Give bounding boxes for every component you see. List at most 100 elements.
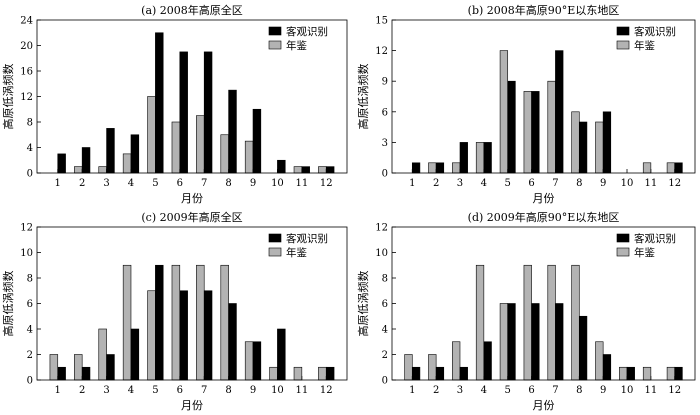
y-tick-label: 8 (27, 274, 33, 285)
x-tick-label: 3 (457, 178, 463, 189)
bar-yearbook-4 (475, 264, 485, 381)
bar-objective-5 (507, 303, 516, 381)
bar-objective-5 (507, 80, 516, 174)
x-tick-label: 1 (55, 385, 61, 396)
bar-objective-1 (57, 153, 66, 174)
bar-yearbook-3 (98, 166, 107, 174)
legend-label-objective: 客观识别 (634, 25, 676, 38)
bar-yearbook-3 (452, 162, 461, 174)
x-tick-label: 12 (668, 178, 681, 189)
y-tick-label: 0 (382, 376, 388, 387)
bar-yearbook-10 (619, 366, 628, 381)
y-tick-label: 0 (27, 169, 33, 180)
bar-objective-5 (155, 32, 164, 174)
bar-yearbook-4 (122, 264, 132, 381)
x-tick-label: 11 (644, 178, 657, 189)
x-tick-label: 9 (250, 178, 256, 189)
bar-yearbook-7 (547, 264, 556, 381)
x-tick-label: 2 (79, 385, 85, 396)
x-tick-label: 5 (505, 178, 511, 189)
x-tick-label: 6 (177, 385, 183, 396)
bar-objective-12 (674, 162, 683, 174)
x-tick-label: 11 (644, 385, 657, 396)
y-axis-label: 高原低涡频数 (1, 271, 15, 337)
bar-yearbook-8 (571, 264, 580, 381)
x-axis-label: 月份 (181, 192, 203, 205)
legend-swatch-objective (268, 233, 282, 243)
bar-objective-2 (81, 147, 91, 174)
x-tick-label: 4 (481, 385, 487, 396)
legend-swatch-objective (616, 26, 630, 36)
x-tick-label: 6 (528, 385, 534, 396)
y-tick-label: 0 (27, 376, 33, 387)
x-tick-label: 10 (271, 385, 284, 396)
y-tick-label: 12 (20, 223, 33, 234)
y-tick-label: 0 (382, 169, 388, 180)
panel-title: (c) 2009年高原全区 (141, 210, 242, 224)
bar-yearbook-12 (318, 166, 327, 174)
x-tick-label: 7 (201, 178, 207, 189)
bar-objective-5 (155, 264, 164, 381)
bar-objective-8 (228, 89, 237, 174)
bar-yearbook-10 (269, 366, 278, 381)
x-tick-label: 8 (576, 178, 582, 189)
bar-yearbook-1 (404, 354, 413, 381)
bar-objective-11 (301, 166, 310, 174)
x-tick-label: 7 (552, 385, 558, 396)
bar-objective-3 (459, 366, 468, 381)
bar-objective-1 (411, 366, 421, 381)
x-tick-label: 9 (250, 385, 256, 396)
y-tick-label: 16 (20, 67, 33, 78)
legend-swatch-yearbook (616, 40, 630, 50)
bar-yearbook-5 (147, 290, 156, 381)
panel-title: (d) 2009年高原90°E以东地区 (468, 210, 620, 224)
bar-objective-6 (531, 303, 540, 381)
bar-yearbook-12 (666, 366, 676, 381)
x-tick-label: 3 (103, 178, 109, 189)
bar-objective-6 (179, 51, 188, 174)
x-tick-label: 7 (552, 178, 558, 189)
bar-objective-4 (483, 142, 492, 174)
x-tick-label: 6 (177, 178, 183, 189)
x-tick-label: 7 (201, 385, 207, 396)
bar-yearbook-7 (547, 80, 556, 174)
bar-yearbook-3 (98, 328, 107, 381)
bar-yearbook-9 (595, 121, 604, 174)
bar-objective-9 (602, 111, 612, 174)
legend-label-yearbook: 年鉴 (634, 246, 655, 259)
bar-objective-6 (179, 290, 188, 381)
x-tick-label: 4 (128, 385, 134, 396)
bar-yearbook-2 (428, 162, 437, 174)
bar-objective-10 (626, 366, 635, 381)
legend-swatch-yearbook (268, 247, 282, 257)
bar-objective-4 (483, 341, 492, 381)
bar-objective-12 (325, 166, 335, 174)
bar-objective-2 (435, 162, 445, 174)
x-tick-label: 8 (225, 178, 231, 189)
legend-label-objective: 客观识别 (286, 25, 328, 38)
bar-yearbook-11 (293, 366, 303, 381)
x-tick-label: 10 (271, 178, 284, 189)
bar-objective-1 (411, 162, 421, 174)
bar-objective-12 (325, 366, 335, 381)
bar-objective-3 (459, 142, 468, 174)
x-tick-label: 5 (152, 385, 158, 396)
bar-yearbook-11 (642, 366, 652, 381)
bar-yearbook-2 (74, 354, 83, 381)
y-tick-label: 2 (27, 350, 33, 361)
bar-objective-7 (555, 50, 564, 174)
bar-yearbook-11 (293, 166, 303, 174)
x-tick-label: 4 (481, 178, 487, 189)
x-tick-label: 2 (433, 385, 439, 396)
bar-yearbook-9 (595, 341, 604, 381)
bar-objective-10 (277, 159, 286, 174)
y-tick-label: 12 (20, 92, 33, 103)
y-axis-label: 高原低涡频数 (356, 64, 370, 130)
y-tick-label: 6 (27, 299, 33, 310)
bar-yearbook-9 (244, 341, 254, 381)
bar-yearbook-8 (220, 134, 229, 174)
